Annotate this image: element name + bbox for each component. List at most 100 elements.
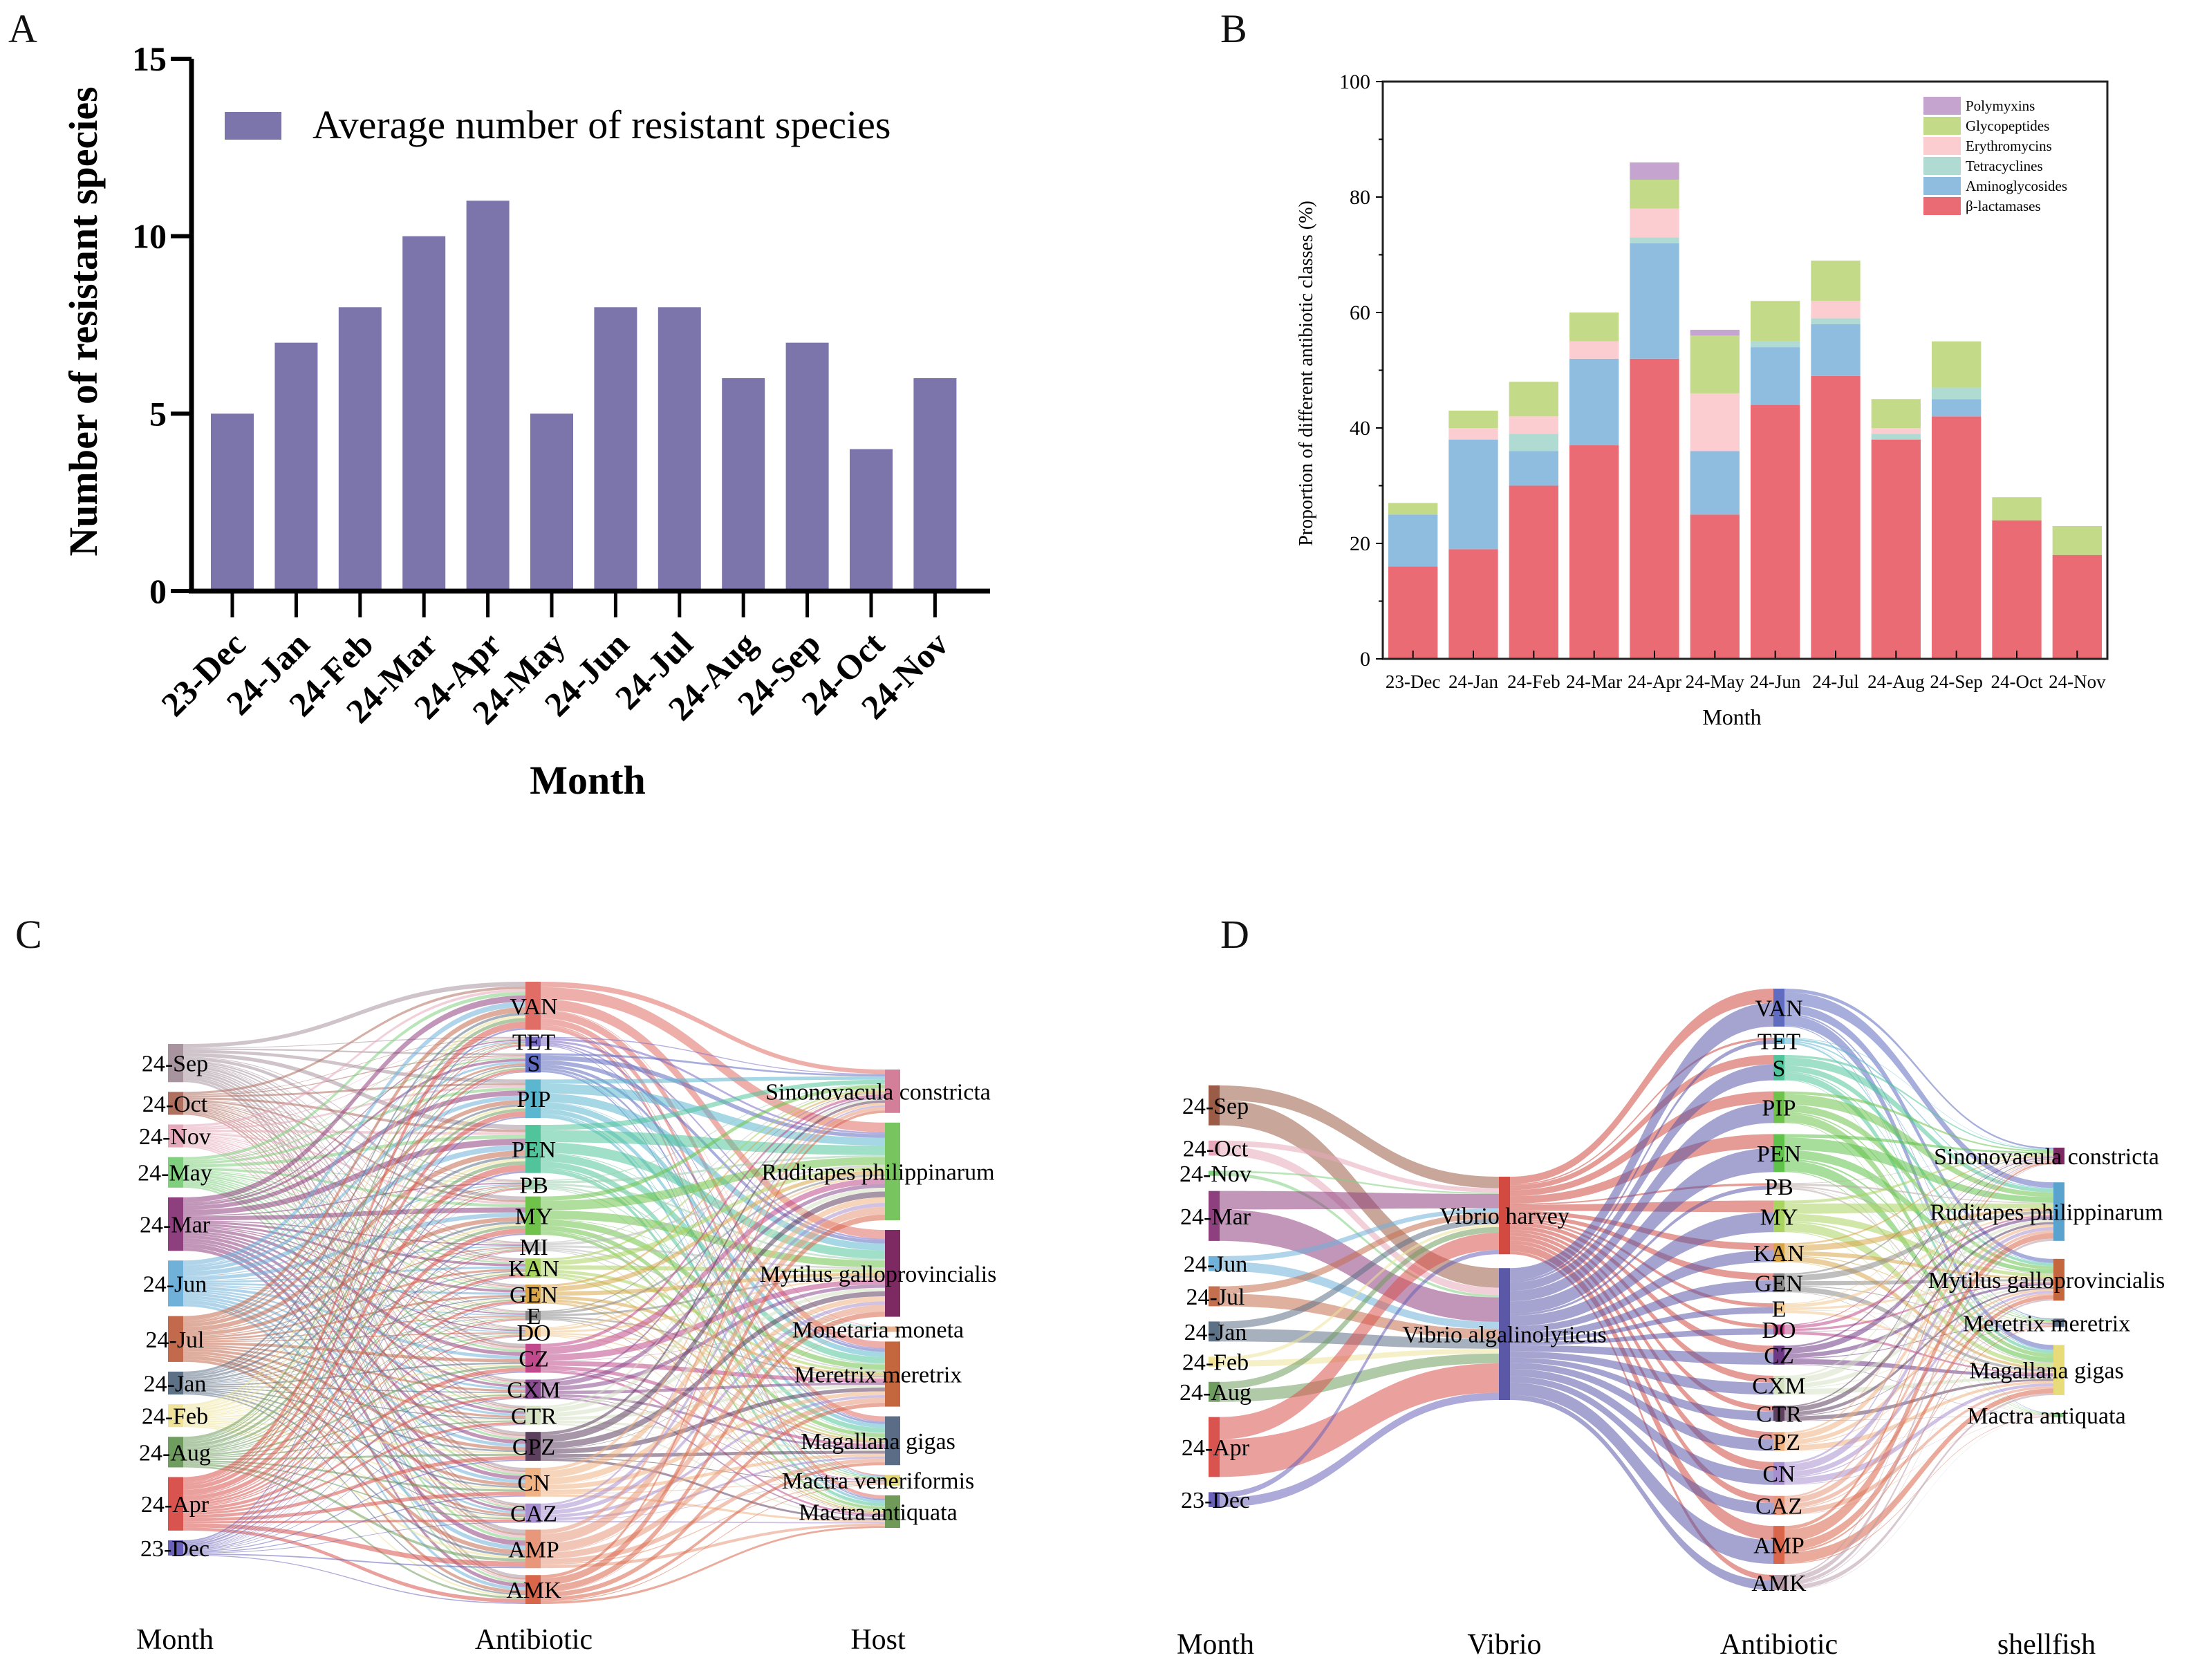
sankey-link bbox=[183, 1289, 525, 1390]
sankey-node-label: KAN bbox=[508, 1256, 559, 1282]
sankey-column-title: shellfish bbox=[1997, 1629, 2096, 1661]
sankey-link bbox=[1784, 1299, 2053, 1585]
sankey-link bbox=[541, 1301, 885, 1515]
sankey-link bbox=[1784, 1055, 2053, 1151]
sankey-link bbox=[1784, 1215, 2053, 1329]
sankey-node-label: TET bbox=[512, 1030, 556, 1056]
x-tick-label: 24-Jul bbox=[1812, 671, 1859, 692]
sankey-node bbox=[1773, 1526, 1784, 1565]
sankey-link bbox=[541, 1170, 885, 1292]
sankey-link bbox=[183, 1132, 525, 1182]
sankey-node bbox=[168, 1092, 183, 1115]
sankey-link bbox=[541, 982, 885, 1074]
sankey-link bbox=[1510, 1148, 1773, 1314]
legend-swatch bbox=[225, 112, 281, 140]
sankey-link bbox=[1510, 1225, 1773, 1383]
sankey-link bbox=[183, 1300, 525, 1506]
sankey-node-label: Mactra antiquata bbox=[799, 1500, 957, 1525]
legend-swatch bbox=[1923, 197, 1961, 215]
y-tick-label: 0 bbox=[1360, 648, 1370, 671]
sankey-node bbox=[525, 1053, 541, 1073]
sankey-link bbox=[183, 1049, 525, 1083]
sankey-link bbox=[1784, 1282, 2053, 1332]
sankey-link bbox=[1784, 1415, 2053, 1421]
sankey-link bbox=[1784, 1155, 2053, 1245]
sankey-link bbox=[183, 1137, 525, 1313]
sankey-node-label: Meretrix meretrix bbox=[1963, 1311, 2131, 1336]
sankey-link bbox=[1220, 1233, 1499, 1439]
sankey-link bbox=[541, 1453, 885, 1494]
sankey-link bbox=[183, 1021, 525, 1483]
sankey-link bbox=[1510, 1222, 1773, 1353]
sankey-link bbox=[541, 1276, 885, 1511]
sankey-link bbox=[1784, 1057, 2053, 1193]
sankey-link bbox=[1220, 1348, 1499, 1367]
sankey-node bbox=[168, 1197, 183, 1251]
bar-segment bbox=[1690, 335, 1740, 393]
sankey-link bbox=[1784, 1331, 2053, 1374]
sankey-node bbox=[525, 1285, 541, 1304]
sankey-link bbox=[183, 991, 525, 1160]
sankey-link bbox=[1784, 1230, 2053, 1504]
sankey-node bbox=[1209, 1256, 1220, 1271]
bar bbox=[594, 307, 637, 591]
sankey-link bbox=[183, 1465, 525, 1599]
y-tick-label: 60 bbox=[1350, 301, 1370, 324]
sankey-node bbox=[1773, 1324, 1784, 1335]
bar-segment bbox=[1630, 243, 1679, 359]
sankey-node bbox=[168, 1540, 183, 1556]
sankey-node-label: VAN bbox=[1755, 996, 1802, 1021]
sankey-node-label: Vibrio harvey bbox=[1439, 1204, 1569, 1229]
sankey-node-label: Magallana gigas bbox=[1969, 1359, 2124, 1384]
sankey-node-label: CTR bbox=[1756, 1401, 1802, 1427]
sankey-link bbox=[1510, 1055, 1773, 1191]
sankey-node bbox=[1209, 1381, 1220, 1402]
sankey-node-label: 24-Sep bbox=[142, 1052, 208, 1077]
sankey-link bbox=[183, 1132, 525, 1205]
sankey-link bbox=[183, 1065, 525, 1376]
sankey-node-label: GEN bbox=[1755, 1271, 1803, 1296]
sankey-link bbox=[183, 1225, 525, 1315]
sankey-node-label: 24-Apr bbox=[141, 1492, 209, 1518]
sankey-link bbox=[1784, 1040, 2053, 1264]
legend-swatch bbox=[1923, 177, 1961, 195]
sankey-link bbox=[1510, 1376, 1773, 1515]
sankey-link bbox=[1784, 1295, 2053, 1551]
sankey-link bbox=[183, 1320, 525, 1549]
sankey-link bbox=[183, 1106, 525, 1410]
sankey-link bbox=[1784, 1310, 2053, 1374]
sankey-node-label: Sinonovacula constricta bbox=[1934, 1144, 2159, 1170]
sankey-link bbox=[1784, 1222, 2053, 1412]
sankey-link bbox=[183, 1491, 525, 1522]
sankey-node bbox=[525, 1379, 541, 1399]
sankey-link bbox=[1784, 1394, 2053, 1416]
sankey-link bbox=[541, 1076, 885, 1084]
sankey-link bbox=[1784, 1038, 2053, 1189]
sankey-link bbox=[1784, 1393, 2053, 1590]
sankey-link bbox=[183, 1141, 525, 1474]
sankey-link bbox=[1784, 1325, 2053, 1553]
sankey-node-label: 23-Dec bbox=[140, 1536, 209, 1562]
y-axis-title: Number of resistant species bbox=[61, 86, 106, 556]
sankey-link bbox=[183, 1083, 525, 1098]
sankey-link bbox=[183, 1069, 525, 1408]
sankey-link bbox=[1510, 1037, 1773, 1186]
sankey-link bbox=[1784, 1383, 2053, 1484]
sankey-link bbox=[1784, 1153, 2053, 1204]
bar-segment bbox=[1448, 439, 1498, 550]
bar-segment bbox=[1751, 347, 1800, 405]
sankey-node bbox=[1209, 1492, 1220, 1507]
sankey-link bbox=[541, 1187, 885, 1413]
sankey-link bbox=[1784, 1025, 2053, 1414]
sankey-link bbox=[541, 1423, 885, 1519]
bar-segment bbox=[1992, 497, 2042, 521]
sankey-link bbox=[183, 1186, 525, 1584]
sankey-column-title: Month bbox=[136, 1624, 214, 1656]
sankey-link bbox=[183, 1113, 525, 1580]
sankey-link bbox=[541, 1044, 885, 1422]
sankey-link bbox=[1784, 1256, 2053, 1370]
bar-segment bbox=[1690, 451, 1740, 515]
sankey-link bbox=[541, 1164, 885, 1246]
bar-segment bbox=[1388, 566, 1438, 659]
sankey-node bbox=[885, 1070, 900, 1113]
